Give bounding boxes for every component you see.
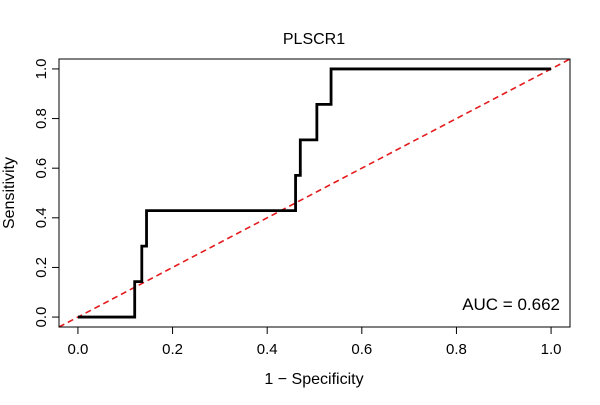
x-tick-label: 0.4 [257, 341, 278, 358]
y-tick-label: 0.4 [33, 207, 50, 228]
reference-diagonal-group [58, 58, 571, 328]
plot-frame [58, 58, 571, 328]
x-axis-label: 1 − Specificity [264, 371, 363, 388]
y-tick-label: 0.0 [33, 307, 50, 328]
x-tick-label: 0.6 [351, 341, 372, 358]
roc-curve-line [77, 67, 552, 319]
x-tick-label: 0.8 [446, 341, 467, 358]
axes: 0.0 0.2 0.4 0.6 0.8 1.0 0.0 0.2 0.4 0.6 0.8 1.0 [33, 58, 562, 358]
auc-annotation: AUC = 0.662 [462, 295, 560, 314]
x-tick-label: 0.2 [162, 341, 183, 358]
y-tick-label: 0.6 [33, 158, 50, 179]
y-tick-label: 0.2 [33, 257, 50, 278]
chart-title: PLSCR1 [283, 31, 345, 48]
x-tick-label: 1.0 [541, 341, 562, 358]
y-tick-label: 0.8 [33, 108, 50, 129]
y-axis-label: Sensitivity [1, 157, 18, 229]
roc-curve-group [77, 67, 552, 319]
reference-diagonal-line [58, 58, 571, 328]
x-tick-label: 0.0 [67, 341, 88, 358]
y-tick-label: 1.0 [33, 58, 50, 79]
